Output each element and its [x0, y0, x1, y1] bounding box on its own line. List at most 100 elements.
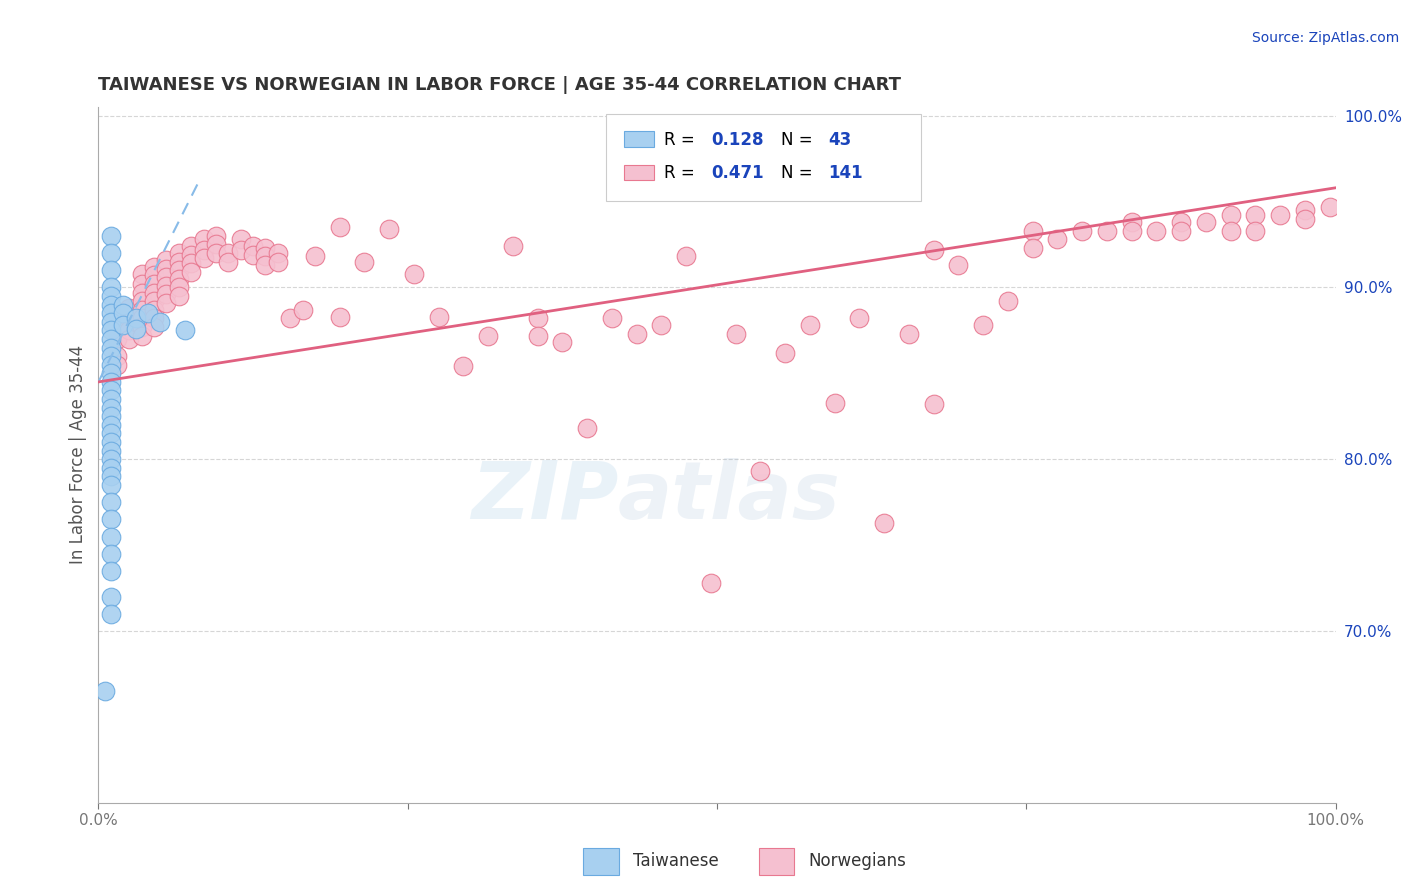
Point [100, 228, 122, 243]
Point [124, 321, 146, 335]
Point [453, 359, 475, 374]
Text: Taiwanese: Taiwanese [633, 852, 718, 870]
Point [477, 328, 499, 343]
Point [131, 285, 153, 300]
Text: ZIP: ZIP [471, 458, 619, 536]
Point [897, 326, 920, 341]
Text: 43: 43 [828, 131, 852, 149]
Point [143, 277, 166, 291]
Point [100, 297, 122, 311]
Point [118, 301, 141, 315]
Point [112, 297, 135, 311]
Point [193, 243, 215, 257]
Point [155, 261, 177, 276]
Point [112, 306, 135, 320]
Point [93, 684, 115, 698]
Point [100, 332, 122, 346]
Text: TAIWANESE VS NORWEGIAN IN LABOR FORCE | AGE 35-44 CORRELATION CHART: TAIWANESE VS NORWEGIAN IN LABOR FORCE | … [98, 77, 901, 95]
FancyBboxPatch shape [624, 165, 654, 180]
Point [1244, 224, 1267, 238]
Point [131, 267, 153, 281]
Point [143, 311, 166, 326]
Text: N =: N = [782, 131, 818, 149]
Point [626, 326, 648, 341]
Point [100, 417, 122, 432]
Text: Source: ZipAtlas.com: Source: ZipAtlas.com [1251, 31, 1399, 45]
Point [100, 460, 122, 475]
Point [100, 435, 122, 450]
Point [551, 335, 574, 350]
Point [576, 421, 599, 435]
Point [118, 323, 141, 337]
Point [100, 358, 122, 372]
Point [136, 306, 159, 320]
Point [124, 311, 146, 326]
Point [131, 311, 153, 326]
Point [167, 272, 190, 286]
Point [948, 258, 970, 272]
Point [675, 250, 697, 264]
Point [100, 289, 122, 303]
Point [100, 607, 122, 621]
Point [242, 248, 264, 262]
Point [131, 320, 153, 334]
Point [1268, 208, 1291, 222]
Point [149, 315, 172, 329]
Point [112, 318, 135, 333]
Point [118, 311, 141, 326]
Point [972, 318, 994, 333]
Point [378, 222, 401, 236]
Point [143, 268, 166, 283]
Point [180, 256, 202, 270]
Y-axis label: In Labor Force | Age 35-44: In Labor Force | Age 35-44 [69, 345, 87, 565]
Point [143, 302, 166, 317]
Text: 0.128: 0.128 [711, 131, 763, 149]
Point [502, 239, 524, 253]
Point [600, 311, 623, 326]
Point [824, 395, 846, 409]
Point [100, 426, 122, 441]
Point [143, 320, 166, 334]
Point [873, 516, 896, 530]
Point [1021, 241, 1043, 255]
Point [427, 310, 450, 324]
Point [180, 239, 202, 253]
Point [749, 464, 772, 478]
Point [278, 311, 301, 326]
Point [118, 332, 141, 346]
Point [131, 277, 153, 291]
Point [131, 302, 153, 317]
Point [143, 294, 166, 309]
Point [100, 392, 122, 406]
Point [205, 228, 228, 243]
Point [100, 323, 122, 337]
Point [100, 590, 122, 604]
Point [143, 285, 166, 300]
Point [105, 358, 128, 372]
Point [217, 246, 239, 260]
Point [100, 443, 122, 458]
Point [167, 263, 190, 277]
Point [155, 278, 177, 293]
Point [100, 349, 122, 363]
Point [100, 263, 122, 277]
Point [180, 248, 202, 262]
Point [100, 529, 122, 543]
Point [402, 267, 425, 281]
Point [217, 254, 239, 268]
Point [180, 265, 202, 279]
Point [205, 237, 228, 252]
Point [167, 289, 190, 303]
Point [1095, 224, 1118, 238]
Point [997, 294, 1019, 309]
Point [100, 512, 122, 526]
Point [650, 318, 672, 333]
Point [167, 254, 190, 268]
Point [100, 547, 122, 561]
Point [254, 241, 277, 255]
FancyBboxPatch shape [624, 131, 654, 147]
Point [1244, 208, 1267, 222]
Point [100, 315, 122, 329]
Point [1195, 215, 1218, 229]
Point [1071, 224, 1094, 238]
